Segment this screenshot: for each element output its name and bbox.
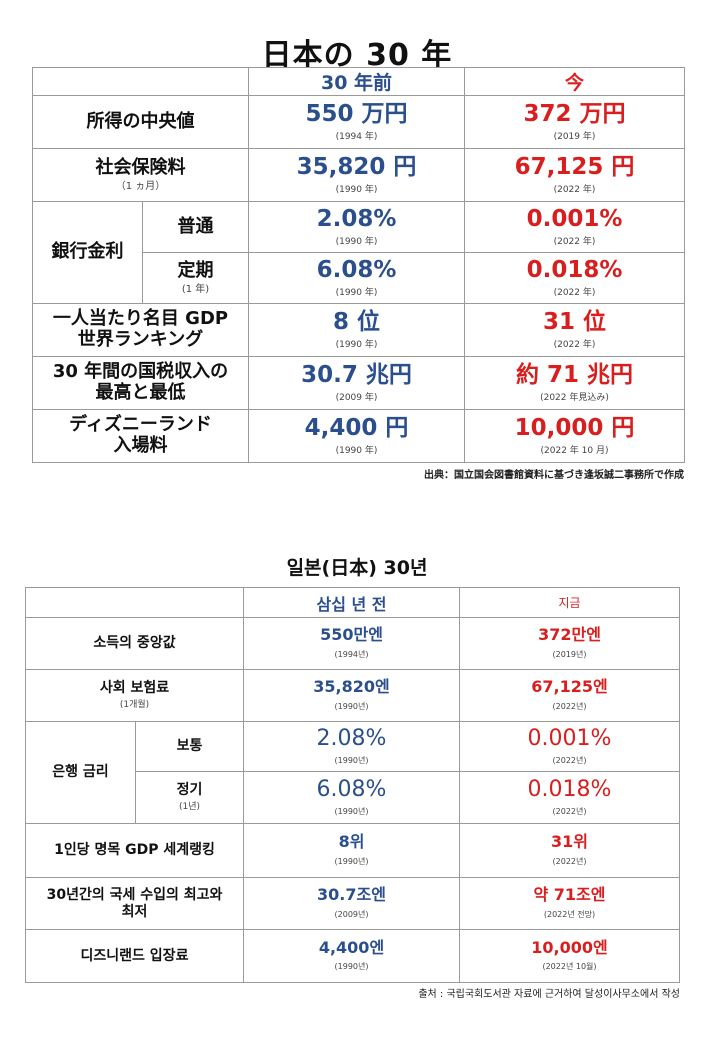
header-then: 30 年前 bbox=[248, 67, 465, 96]
header-now: 今 bbox=[464, 67, 685, 96]
value-now: 372만엔 (2019년) bbox=[459, 617, 680, 670]
row-label: 정기 (1년) bbox=[135, 771, 244, 824]
table-header-row: 30 年前 今 bbox=[32, 67, 685, 96]
table-row: 所得の中央値 550 万円 (1994 年) 372 万円 (2019 年) bbox=[32, 95, 685, 149]
value-then: 550 万円 (1994 年) bbox=[248, 95, 465, 149]
table-row: 30 年間の国税収入の 最高と最低 30.7 兆円 (2009 年) 約 71 兆… bbox=[32, 356, 685, 410]
table-row: 社会保険料 （1 ヵ月） 35,820 円 (1990 年) 67,125 円 (20… bbox=[32, 148, 685, 202]
table-row: 정기 (1년) 6.08% (1990년) 0.018% (2022년) bbox=[26, 771, 680, 824]
row-label: 사회 보험료 (1개월) bbox=[25, 669, 244, 722]
row-label: 定期 (1 年) bbox=[142, 252, 249, 304]
value-then: 8위 (1990년) bbox=[243, 823, 460, 878]
table-row: 1인당 명목 GDP 세계랭킹 8위 (1990년) 31위 (2022년) bbox=[25, 823, 680, 878]
row-label: 보통 bbox=[135, 721, 244, 772]
row-label: 社会保険料 （1 ヵ月） bbox=[32, 148, 249, 202]
comparison-table-kr: 삼십 년 전 지금 소득의 중앙값 550만엔 (1994년) 372만엔 (201… bbox=[25, 587, 680, 983]
header-empty-cell bbox=[32, 67, 249, 96]
value-then: 4,400 円 (1990 年) bbox=[248, 409, 465, 463]
value-now: 0.001% (2022년) bbox=[459, 721, 680, 772]
value-now: 約 71 兆円 (2022 年見込み) bbox=[464, 356, 685, 410]
header-now: 지금 bbox=[459, 587, 680, 618]
table-row: 30년간의 국세 수입의 최고와 최저 30.7조엔 (2009년) 약 71조엔… bbox=[25, 877, 680, 930]
value-then: 35,820엔 (1990년) bbox=[243, 669, 460, 722]
value-then: 2.08% (1990 年) bbox=[248, 201, 465, 253]
row-label: 디즈니랜드 입장료 bbox=[25, 929, 244, 983]
value-then: 550만엔 (1994년) bbox=[243, 617, 460, 670]
row-label: 30년간의 국세 수입의 최고와 최저 bbox=[25, 877, 244, 930]
value-then: 6.08% (1990년) bbox=[243, 771, 460, 824]
source-note-jp: 出典：国立国会図書館資料に基づき逢坂誠二事務所で作成 bbox=[424, 470, 684, 481]
value-now: 0.018% (2022년) bbox=[459, 771, 680, 824]
row-label: 所得の中央値 bbox=[32, 95, 249, 149]
table-row: 소득의 중앙값 550만엔 (1994년) 372만엔 (2019년) bbox=[25, 617, 680, 670]
table-row: 定期 (1 年) 6.08% (1990 年) 0.018% (2022 年) bbox=[33, 252, 685, 304]
table-row: ディズニーランド 入場料 4,400 円 (1990 年) 10,000 円 (20… bbox=[32, 409, 685, 463]
value-then: 4,400엔 (1990년) bbox=[243, 929, 460, 983]
comparison-table-jp: 30 年前 今 所得の中央値 550 万円 (1994 年) 372 万円 (201… bbox=[32, 67, 685, 463]
table-row: 디즈니랜드 입장료 4,400엔 (1990년) 10,000엔 (2022년 10… bbox=[25, 929, 680, 983]
row-label: 普通 bbox=[142, 201, 249, 253]
value-now: 372 万円 (2019 年) bbox=[464, 95, 685, 149]
value-now: 67,125 円 (2022 年) bbox=[464, 148, 685, 202]
table-row: 사회 보험료 (1개월) 35,820엔 (1990년) 67,125엔 (2022년… bbox=[25, 669, 680, 722]
value-now: 약 71조엔 (2022년 전망) bbox=[459, 877, 680, 930]
value-now: 10,000엔 (2022년 10월) bbox=[459, 929, 680, 983]
table-row: 一人当たり名目 GDP 世界ランキング 8 位 (1990 年) 31 位 (202… bbox=[32, 303, 685, 357]
table-row: 은행 금리 보통 2.08% (1990년) 0.001% (2022년) bbox=[25, 721, 680, 824]
value-then: 30.7조엔 (2009년) bbox=[243, 877, 460, 930]
value-then: 30.7 兆円 (2009 年) bbox=[248, 356, 465, 410]
table-header-row: 삼십 년 전 지금 bbox=[25, 587, 680, 618]
header-empty-cell bbox=[25, 587, 244, 618]
value-now: 31 位 (2022 年) bbox=[464, 303, 685, 357]
bank-group-label: 은행 금리 bbox=[25, 721, 136, 824]
source-note-kr: 출처 : 국립국회도서관 자료에 근거하여 달성이사무소에서 작성 bbox=[418, 989, 680, 1000]
header-then: 삼십 년 전 bbox=[243, 587, 460, 618]
row-label: 30 年間の国税収入の 最高と最低 bbox=[32, 356, 249, 410]
bank-group-label: 銀行金利 bbox=[32, 201, 143, 304]
table-row: 銀行金利 普通 2.08% (1990 年) 0.001% (2022 年) bbox=[32, 201, 685, 304]
value-now: 0.018% (2022 年) bbox=[464, 252, 685, 304]
row-label: ディズニーランド 入場料 bbox=[32, 409, 249, 463]
value-now: 10,000 円 (2022 年 10 月) bbox=[464, 409, 685, 463]
value-then: 35,820 円 (1990 年) bbox=[248, 148, 465, 202]
value-then: 6.08% (1990 年) bbox=[248, 252, 465, 304]
row-label: 소득의 중앙값 bbox=[25, 617, 244, 670]
value-then: 8 位 (1990 年) bbox=[248, 303, 465, 357]
row-label: 1인당 명목 GDP 세계랭킹 bbox=[25, 823, 244, 878]
value-then: 2.08% (1990년) bbox=[243, 721, 460, 772]
value-now: 67,125엔 (2022년) bbox=[459, 669, 680, 722]
page-title-kr: 일본(日本) 30년 bbox=[286, 557, 428, 579]
row-label: 一人当たり名目 GDP 世界ランキング bbox=[32, 303, 249, 357]
value-now: 0.001% (2022 年) bbox=[464, 201, 685, 253]
value-now: 31위 (2022년) bbox=[459, 823, 680, 878]
